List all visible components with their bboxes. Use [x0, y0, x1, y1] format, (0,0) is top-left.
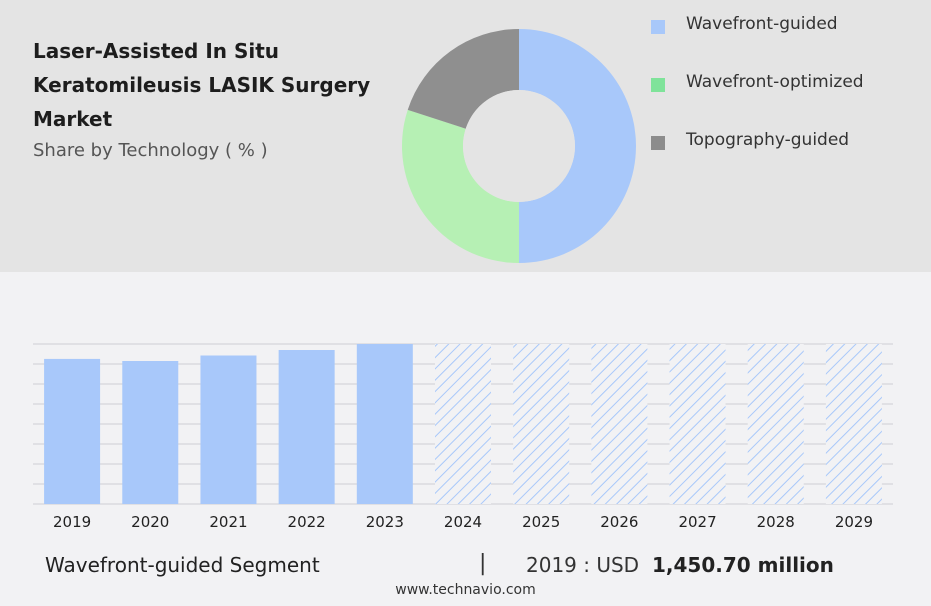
stat-value: 1,450.70 million — [652, 553, 834, 577]
x-tick-label-2019: 2019 — [53, 513, 91, 531]
x-tick-label-2026: 2026 — [600, 513, 638, 531]
donut-chart — [402, 29, 636, 264]
legend-swatch-wavefront-optimized — [651, 78, 665, 92]
bar-chart: 2019 2020 2021 2022 2023 2024 2025 2026 2027 2028… — [33, 343, 893, 531]
legend-label-wavefront-optimized: Wavefront-optimized — [686, 72, 864, 92]
donut-hole — [463, 90, 575, 202]
x-tick-label-2029: 2029 — [835, 513, 873, 531]
x-tick-label-2025: 2025 — [522, 513, 560, 531]
bar-2028 — [747, 344, 804, 504]
bar-2023 — [356, 344, 413, 504]
x-tick-label-2021: 2021 — [209, 513, 247, 531]
donut-slice-wavefront-guided — [519, 29, 636, 263]
stat-prefix: 2019 : USD — [526, 553, 640, 577]
footer-url[interactable]: www.technavio.com — [395, 582, 536, 598]
legend-swatch-wavefront-guided — [651, 20, 665, 34]
summary-separator: | — [479, 551, 487, 576]
donut-slice-wavefront-optimized — [402, 109, 519, 264]
donut-slice-topography-guided — [407, 29, 519, 129]
x-tick-label-2020: 2020 — [131, 513, 169, 531]
x-tick-label-2027: 2027 — [678, 513, 716, 531]
legend-label-wavefront-guided: Wavefront-guided — [686, 14, 838, 34]
x-tick-label-2022: 2022 — [288, 513, 326, 531]
chart-subtitle: Share by Technology ( % ) — [33, 140, 268, 161]
bar-2019 — [44, 358, 101, 504]
legend-swatch-topography-guided — [651, 136, 665, 150]
bar-2021 — [200, 355, 257, 504]
bar-2029 — [825, 344, 882, 504]
bar-2022 — [278, 350, 335, 504]
bar-2024 — [435, 344, 491, 504]
x-tick-label-2023: 2023 — [366, 513, 404, 531]
summary-bar: Wavefront-guided Segment | 2019 : USD 1,… — [0, 548, 931, 582]
x-tick-label-2028: 2028 — [757, 513, 795, 531]
bar-2025 — [513, 344, 570, 504]
bar-2027 — [669, 344, 726, 504]
legend-label-topography-guided: Topography-guided — [686, 130, 850, 150]
x-tick-label-2024: 2024 — [444, 513, 482, 531]
chart-title: Laser-Assisted In Situ Keratomileusis LA… — [33, 39, 371, 131]
bar-2020 — [122, 361, 179, 504]
bar-2026 — [591, 344, 648, 504]
segment-label: Wavefront-guided Segment — [45, 553, 320, 577]
